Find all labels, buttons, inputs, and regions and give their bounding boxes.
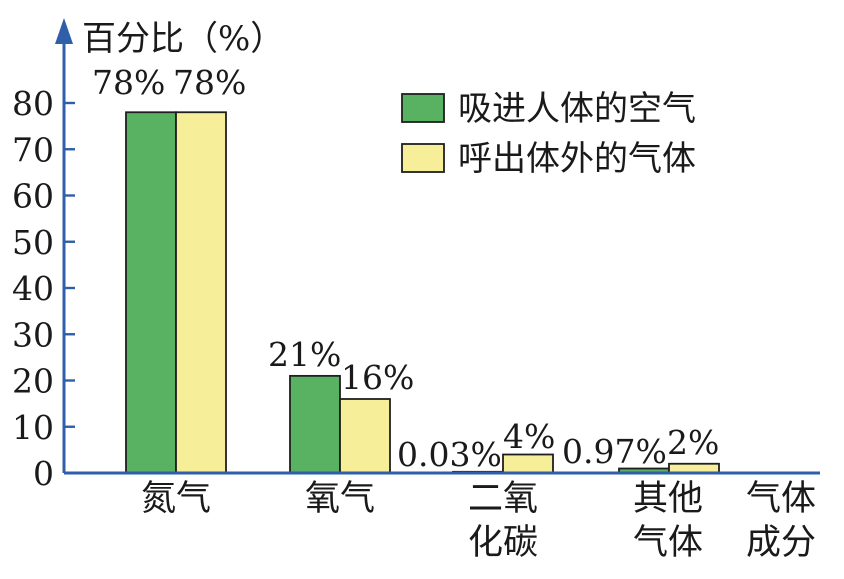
bar-value-label: 0.03% <box>397 435 502 474</box>
category-label: 二氧化碳 <box>468 479 538 563</box>
bar-value-label: 16% <box>341 358 414 397</box>
y-tick-label: 40 <box>12 269 54 308</box>
y-tick-label: 20 <box>12 362 54 401</box>
y-axis-label: 百分比（%） <box>82 19 284 59</box>
legend-label: 呼出体外的气体 <box>458 139 696 179</box>
y-tick-label: 60 <box>12 177 54 216</box>
bar <box>502 453 554 474</box>
bar <box>339 398 391 474</box>
bar-value-label: 78% <box>173 63 246 102</box>
y-tick-label: 80 <box>12 84 54 123</box>
y-tick-label: 70 <box>12 130 54 169</box>
bar <box>175 111 227 474</box>
legend-swatch <box>401 143 445 173</box>
legend-label: 吸进人体的空气 <box>458 89 696 129</box>
bar <box>125 111 177 474</box>
category-label: 其他气体 <box>633 479 703 563</box>
x-axis-label: 气体成分 <box>746 479 816 563</box>
y-tick-label: 0 <box>33 454 54 493</box>
bar <box>289 374 341 474</box>
bar-value-label: 21% <box>268 335 341 374</box>
y-axis-arrow <box>55 18 73 44</box>
y-tick-label: 50 <box>12 223 54 262</box>
bar-value-label: 0.97% <box>562 432 667 471</box>
legend-swatch <box>401 93 445 123</box>
bar-value-label: 4% <box>503 417 555 456</box>
y-tick-label: 30 <box>12 315 54 354</box>
category-label: 氮气 <box>141 479 211 519</box>
category-label: 氧气 <box>305 479 375 519</box>
bar-value-label: 2% <box>667 423 719 462</box>
y-tick-label: 10 <box>12 408 54 447</box>
bar-value-label: 78% <box>92 63 165 102</box>
